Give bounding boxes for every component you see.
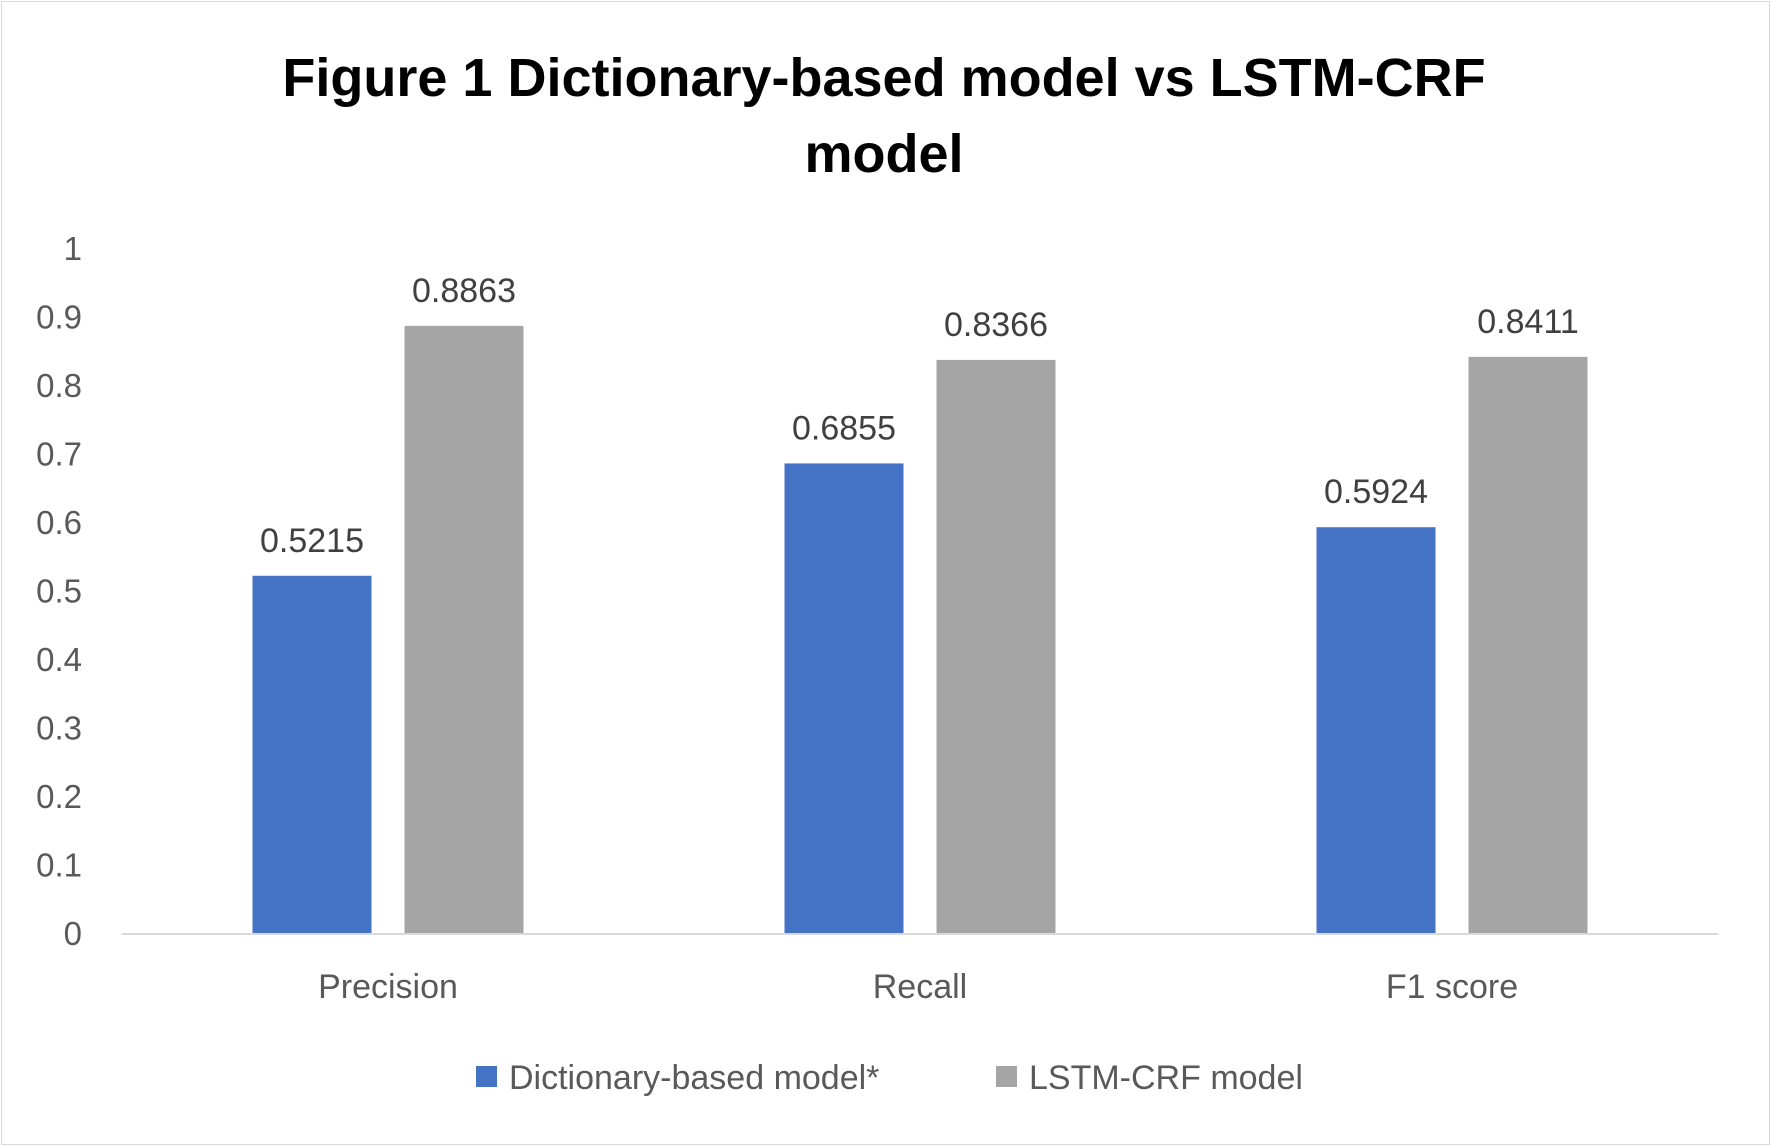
data-label: 0.8863	[412, 272, 516, 310]
y-tick-label: 0.3	[36, 710, 82, 747]
data-label: 0.5215	[260, 522, 364, 560]
data-label: 0.6855	[792, 409, 896, 447]
bar	[936, 359, 1056, 934]
y-tick-label: 1	[64, 230, 82, 267]
bar	[252, 575, 372, 933]
y-tick-label: 0.1	[36, 847, 82, 884]
y-tick-label: 0.8	[36, 367, 82, 404]
bar	[404, 325, 524, 933]
y-tick-label: 0.5	[36, 573, 82, 610]
data-label: 0.5924	[1324, 473, 1428, 511]
legend: Dictionary-based model* LSTM-CRF model	[476, 1059, 1303, 1097]
y-tick-label: 0.2	[36, 778, 82, 815]
bar	[784, 463, 904, 933]
legend-label: Dictionary-based model*	[509, 1059, 879, 1097]
legend-swatch	[476, 1066, 497, 1087]
legend-label: LSTM-CRF model	[1029, 1059, 1303, 1097]
x-axis: Precision Recall F1 score	[122, 933, 1718, 1006]
x-category-label: Recall	[873, 968, 967, 1006]
chart-title-line-1: Figure 1 Dictionary-based model vs LSTM-…	[282, 48, 1485, 108]
x-category-label: F1 score	[1386, 968, 1518, 1006]
y-tick-label: 0.6	[36, 504, 82, 541]
y-axis: 0 0.1 0.2 0.3 0.4 0.5 0.6 0.7 0.8 0.9 1	[36, 230, 82, 952]
data-label: 0.8411	[1477, 303, 1578, 341]
y-tick-label: 0.9	[36, 299, 82, 336]
bar	[1468, 356, 1588, 933]
plot-area: 0.5215 0.8863 0.6855 0.8366 0.5924 0.8411	[252, 272, 1588, 934]
bar	[1316, 527, 1436, 933]
chart-title-line-2: model	[804, 124, 963, 184]
y-tick-label: 0	[64, 915, 82, 952]
legend-swatch	[996, 1066, 1017, 1087]
y-tick-label: 0.4	[36, 641, 82, 678]
y-tick-label: 0.7	[36, 436, 82, 473]
data-label: 0.8366	[944, 306, 1048, 344]
x-category-label: Precision	[318, 968, 458, 1006]
